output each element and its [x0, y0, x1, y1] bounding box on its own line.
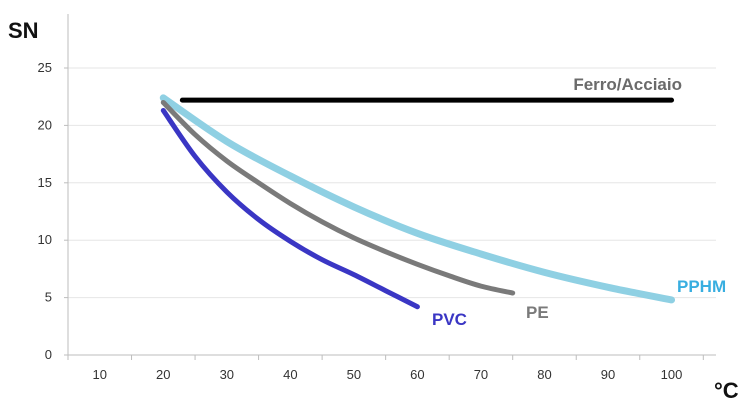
x-tick-label: 40	[283, 367, 297, 382]
y-tick-label: 0	[45, 347, 52, 362]
x-tick-label: 10	[93, 367, 107, 382]
series-lines	[159, 94, 676, 310]
x-tick-label: 50	[347, 367, 361, 382]
tick-labels: 0 5 10 15 20 25 10 20 30 40 50 60 70 80 90 100	[38, 60, 683, 382]
x-tick-label: 80	[537, 367, 551, 382]
x-tick-label: 60	[410, 367, 424, 382]
y-axis-label: SN	[8, 18, 39, 43]
series-line-pvc	[160, 107, 420, 310]
series-label-pe: PE	[526, 303, 549, 322]
series-label-pvc: PVC	[432, 310, 467, 329]
y-tick-label: 25	[38, 60, 52, 75]
axes	[64, 14, 716, 360]
y-tick-label: 15	[38, 175, 52, 190]
y-tick-label: 20	[38, 117, 52, 132]
x-tick-label: 100	[661, 367, 683, 382]
x-tick-label: 20	[156, 367, 170, 382]
y-tick-label: 10	[38, 232, 52, 247]
series-label-pphm: PPHM	[677, 277, 726, 296]
x-tick-label: 70	[474, 367, 488, 382]
x-tick-label: 90	[601, 367, 615, 382]
y-tick-label: 5	[45, 290, 52, 305]
series-line-pe	[160, 99, 516, 296]
series-labels: Ferro/Acciaio PVC PE PPHM	[432, 75, 726, 329]
x-axis-label: °C	[714, 378, 739, 403]
series-label-ferro-acciaio: Ferro/Acciaio	[573, 75, 682, 94]
x-tick-label: 30	[220, 367, 234, 382]
series-line-pphm	[159, 94, 676, 304]
